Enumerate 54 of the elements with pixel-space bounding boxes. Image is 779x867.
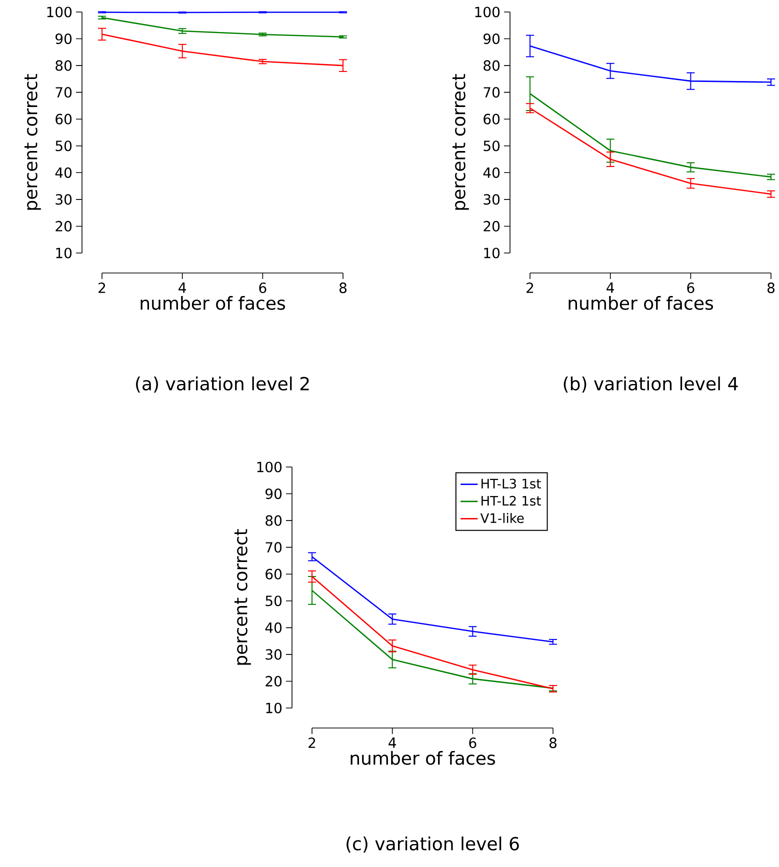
y-tick-label: 40 <box>483 167 500 178</box>
x-tick-label: 4 <box>178 282 186 293</box>
y-axis-title: percent correct <box>234 529 251 665</box>
y-tick-label: 30 <box>484 194 500 205</box>
legend-label: V1-like <box>480 513 524 524</box>
y-axis-title: percent correct <box>452 74 469 210</box>
y-tick-label: 40 <box>265 622 282 633</box>
y-tick-label: 80 <box>266 515 282 526</box>
y-tick-label: 90 <box>484 33 500 44</box>
y-tick-label: 10 <box>266 702 282 714</box>
y-tick-label: 10 <box>484 248 500 258</box>
x-tick-label: 8 <box>550 738 557 748</box>
x-axis-title: number of faces <box>140 296 285 310</box>
y-tick-label: 70 <box>56 87 72 98</box>
x-tick-label: 4 <box>606 282 614 293</box>
x-tick-label: 2 <box>526 282 534 293</box>
y-tick-label: 20 <box>56 220 72 232</box>
x-tick-label: 2 <box>308 738 316 748</box>
y-tick-label: 20 <box>266 676 282 687</box>
y-tick-label: 40 <box>55 167 72 178</box>
y-tick-label: 80 <box>484 60 500 71</box>
legend-label: HT-L3 1st <box>482 478 541 489</box>
y-tick-label: 20 <box>484 220 500 232</box>
x-tick-label: 6 <box>469 738 476 748</box>
x-tick-label: 6 <box>259 282 266 294</box>
text: (c) variation level 6 <box>346 836 519 853</box>
y-tick-label: 60 <box>56 114 72 124</box>
legend-label: HT-L2 1st <box>482 496 541 506</box>
y-axis-title: percent correct <box>24 74 41 210</box>
x-tick-label: 8 <box>340 282 347 294</box>
y-tick-label: 30 <box>56 194 72 205</box>
y-tick-label: 100 <box>475 6 500 18</box>
x-tick-label: 8 <box>768 282 775 294</box>
y-tick-label: 100 <box>257 462 282 472</box>
x-axis-title: number of faces <box>568 296 714 310</box>
x-tick-label: 2 <box>98 282 106 293</box>
y-tick-label: 50 <box>484 140 500 152</box>
y-tick-label: 100 <box>47 6 72 18</box>
y-tick-label: 50 <box>266 596 282 606</box>
y-tick-label: 10 <box>56 248 72 258</box>
x-tick-label: 4 <box>388 738 396 748</box>
y-tick-label: 90 <box>266 488 282 500</box>
y-tick-label: 60 <box>266 568 282 580</box>
y-tick-label: 70 <box>484 87 500 98</box>
y-tick-label: 70 <box>266 542 282 553</box>
y-tick-label: 80 <box>56 60 72 71</box>
text: (a) variation level 2 <box>136 376 309 393</box>
x-tick-label: 6 <box>687 282 694 294</box>
y-tick-label: 90 <box>56 33 72 44</box>
y-tick-label: 50 <box>56 140 72 152</box>
y-tick-label: 60 <box>484 114 500 124</box>
y-tick-label: 30 <box>266 649 282 660</box>
text: (b) variation level 4 <box>564 376 738 393</box>
x-axis-title: number of faces <box>350 750 495 765</box>
